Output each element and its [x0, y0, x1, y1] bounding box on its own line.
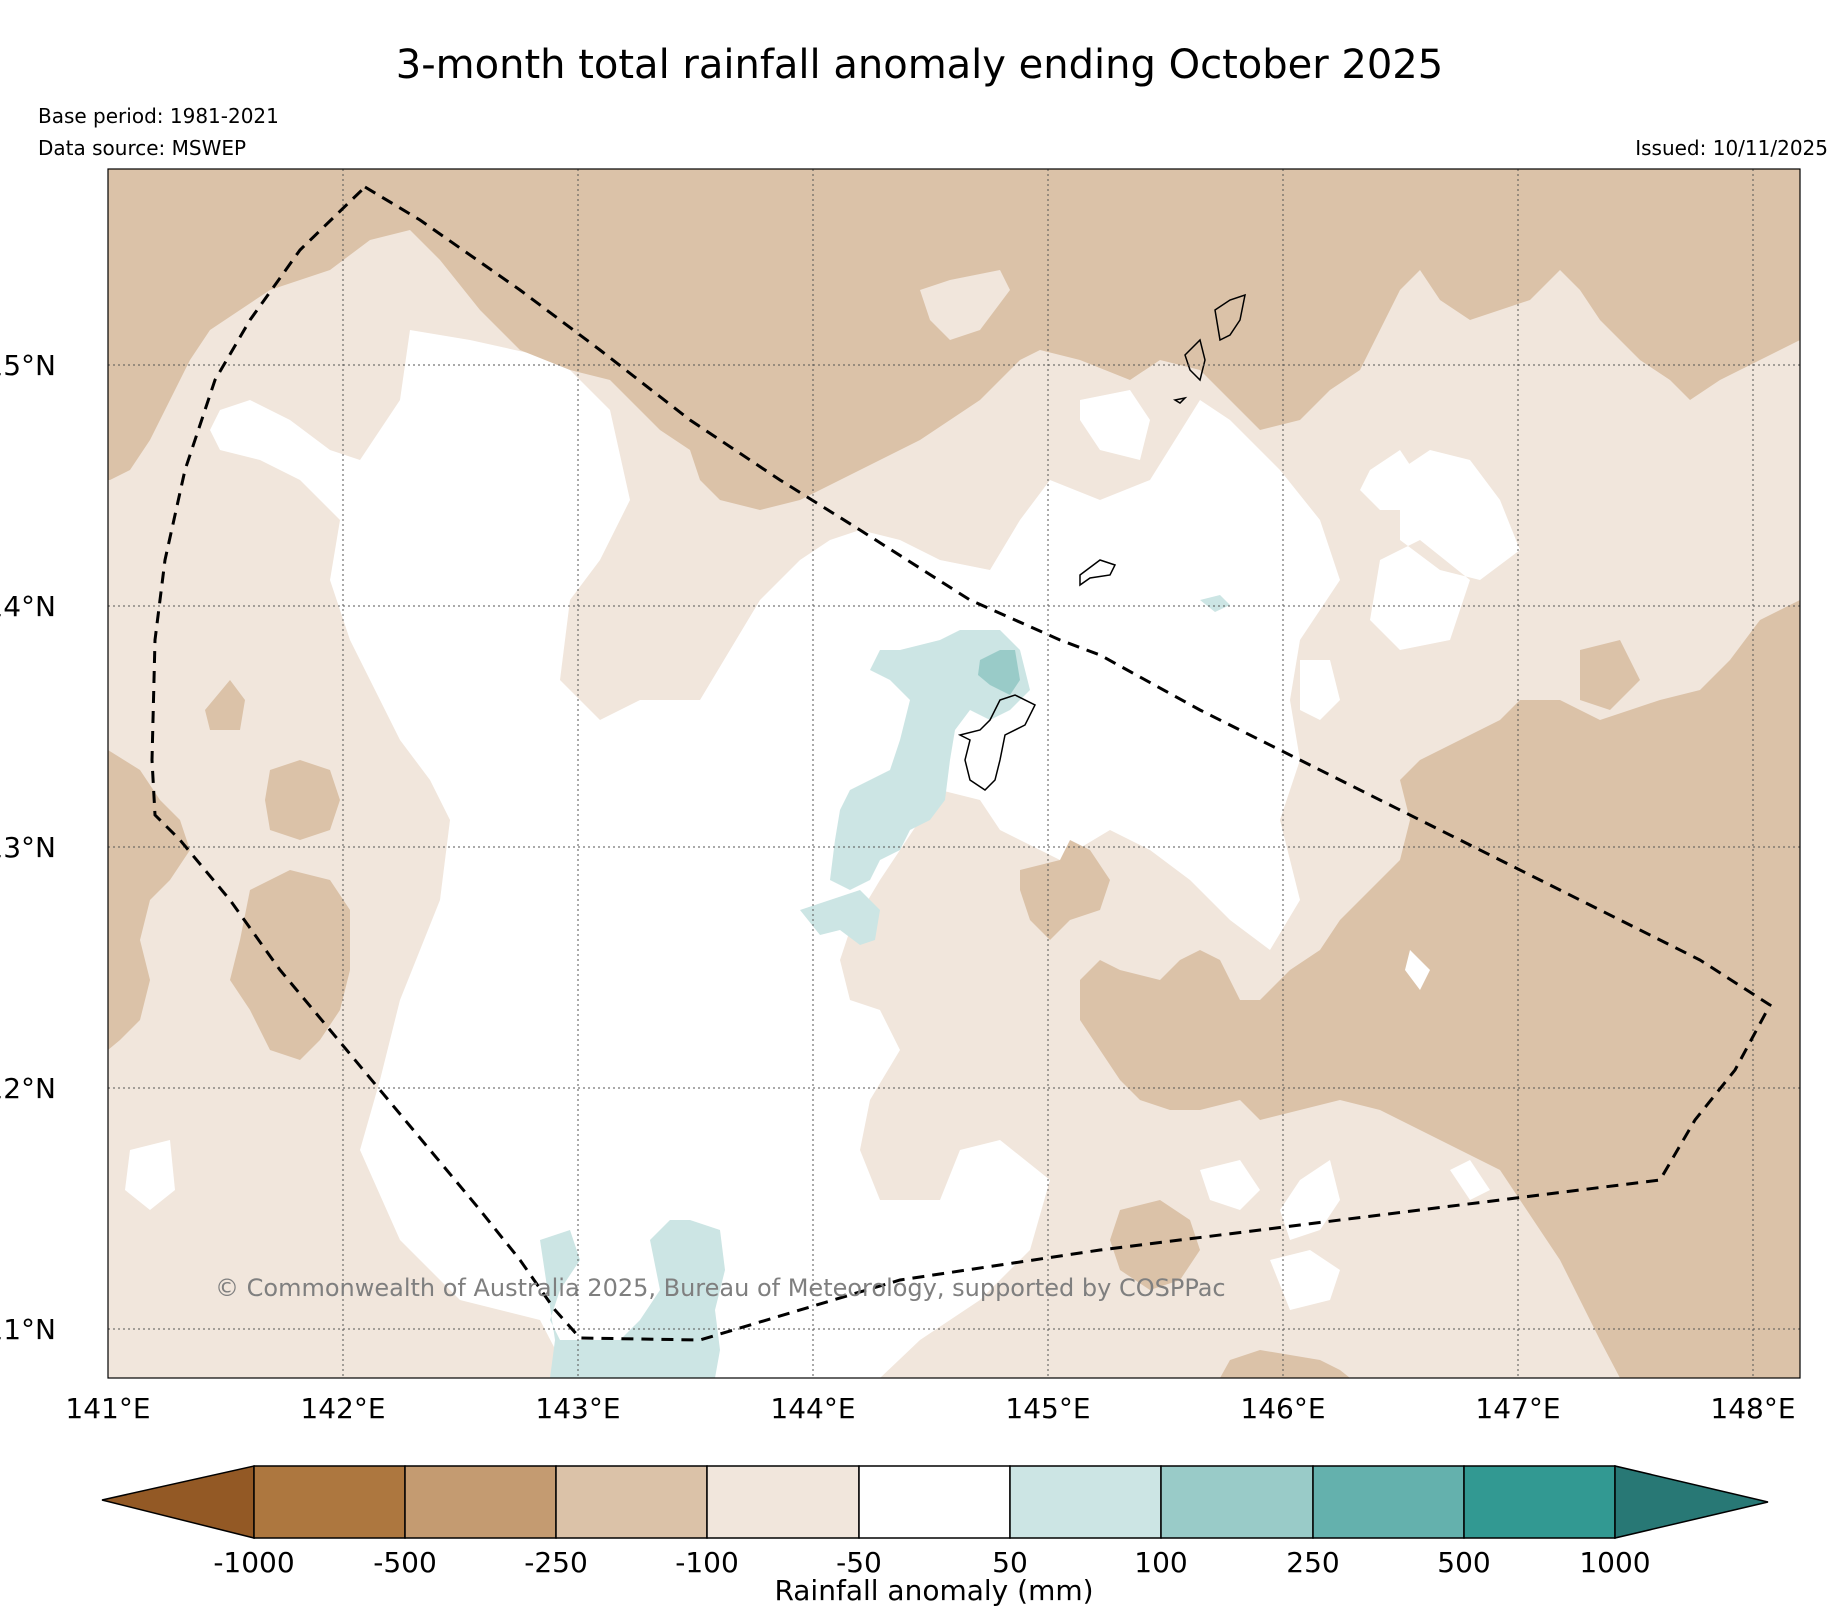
- lat-tick-label: 15°N: [0, 349, 56, 382]
- lon-tick-label: 143°E: [535, 1392, 620, 1425]
- lat-tick-label: 11°N: [0, 1313, 56, 1346]
- dry-strong-zone-central: [1020, 840, 1110, 940]
- dry-strong-zone-west-3: [265, 760, 340, 840]
- lat-tick-label: 12°N: [0, 1072, 56, 1105]
- colorbar-swatch: [555, 1465, 708, 1539]
- dry-strong-zone-west-2: [230, 870, 350, 1060]
- colorbar-swatch: [1009, 1465, 1162, 1539]
- plot-frame: [107, 168, 1801, 1379]
- colorbar-swatch: [1160, 1465, 1314, 1539]
- colorbar-swatch: [404, 1465, 557, 1539]
- lon-tick-label: 141°E: [65, 1392, 150, 1425]
- colorbar-swatch: [706, 1465, 860, 1539]
- issued-date-label: Issued: 10/11/2025: [1635, 136, 1828, 160]
- dry-strong-zone-east: [1080, 600, 1800, 1378]
- colorbar-swatch: [253, 1465, 406, 1539]
- colorbar-tick-label: -50: [836, 1546, 882, 1579]
- lon-tick-label: 145°E: [1005, 1392, 1090, 1425]
- colorbar-tick-label: -500: [373, 1546, 437, 1579]
- eez-boundary: [150, 185, 1772, 1342]
- dry-strong-zone-west-1: [108, 750, 190, 1050]
- copyright-notice: © Commonwealth of Australia 2025, Bureau…: [215, 1274, 1226, 1302]
- colorbar-extend-low: [101, 1465, 255, 1539]
- colorbar-tick-label: -1000: [213, 1546, 294, 1579]
- map-title: 3-month total rainfall anomaly ending Oc…: [395, 42, 1444, 88]
- colorbar-swatch: [1312, 1465, 1465, 1539]
- colorbar-tick-label: 500: [1437, 1546, 1490, 1579]
- colorbar-tick-label: 50: [992, 1546, 1028, 1579]
- dry-strong-zone-south: [1110, 1200, 1200, 1290]
- colorbar-tick-label: -100: [675, 1546, 739, 1579]
- colorbar-extend-high: [1614, 1465, 1769, 1539]
- colorbar-tick-label: 250: [1286, 1546, 1339, 1579]
- colorbar-title: Rainfall anomaly (mm): [774, 1574, 1093, 1607]
- lon-tick-label: 148°E: [1710, 1392, 1795, 1425]
- lon-tick-label: 144°E: [770, 1392, 855, 1425]
- dry-strong-zone-west-4: [205, 680, 245, 730]
- dry-strong-zone-north: [108, 169, 1800, 510]
- island-outlines: [957, 293, 1246, 791]
- colorbar-tick-label: 100: [1134, 1546, 1187, 1579]
- lon-tick-label: 142°E: [300, 1392, 385, 1425]
- anomaly-field: [108, 169, 1800, 1378]
- base-period-label: Base period: 1981-2021: [38, 104, 279, 128]
- colorbar-tick-label: -250: [524, 1546, 588, 1579]
- dry-strong-zone-south-2: [1220, 1350, 1350, 1378]
- lat-tick-label: 14°N: [0, 590, 56, 623]
- lon-tick-label: 147°E: [1475, 1392, 1560, 1425]
- wet-moderate-zone-central: [978, 650, 1020, 695]
- colorbar-tick-label: 1000: [1579, 1546, 1650, 1579]
- colorbar: [101, 1465, 1769, 1539]
- colorbar-swatch: [1463, 1465, 1616, 1539]
- colorbar-swatch: [858, 1465, 1011, 1539]
- data-source-label: Data source: MSWEP: [38, 136, 247, 160]
- lon-tick-label: 146°E: [1240, 1392, 1325, 1425]
- lat-tick-label: 13°N: [0, 831, 56, 864]
